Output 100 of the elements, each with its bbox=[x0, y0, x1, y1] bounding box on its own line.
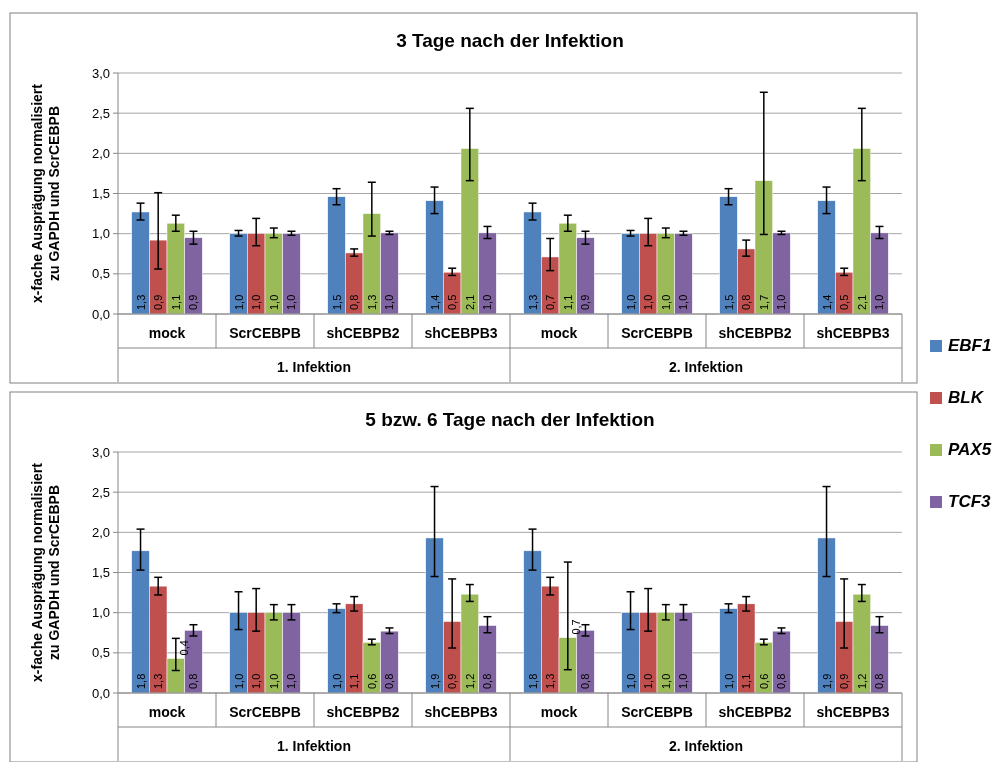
x-tick-label: mock bbox=[148, 704, 186, 720]
x-tick-label: shCEBPB2 bbox=[718, 704, 792, 720]
data-label: 1,7 bbox=[757, 294, 770, 310]
data-label: 0,5 bbox=[838, 294, 851, 310]
data-label: 1,5 bbox=[722, 294, 735, 310]
x-tick-label: shCEBPB3 bbox=[424, 704, 498, 720]
data-label: 1,0 bbox=[250, 673, 263, 689]
y-tick-label: 2,0 bbox=[91, 524, 110, 540]
data-label: 1,9 bbox=[820, 673, 833, 689]
data-label: 0,4 bbox=[177, 640, 190, 656]
text: 2. Infektion bbox=[669, 359, 743, 375]
data-label: 1,1 bbox=[740, 673, 753, 689]
data-label: 1,8 bbox=[526, 673, 539, 689]
y-tick-label: 1,0 bbox=[91, 226, 110, 242]
x-tick-label: shCEBPB3 bbox=[424, 325, 498, 341]
data-label: 1,9 bbox=[428, 673, 441, 689]
text: 1. Infektion bbox=[277, 359, 351, 375]
y-axis-title: x-fache Ausprägung normalisiert zu GAPDH und ScrCEBPB bbox=[29, 462, 62, 682]
data-label: 1,8 bbox=[134, 673, 147, 689]
data-label: 1,4 bbox=[428, 294, 441, 310]
data-label: 1,0 bbox=[873, 294, 886, 310]
data-label: 0,7 bbox=[569, 619, 582, 635]
data-label: 1,0 bbox=[624, 673, 637, 689]
data-label: 1,0 bbox=[624, 294, 637, 310]
data-label: 1,0 bbox=[642, 673, 655, 689]
data-label: 1,2 bbox=[855, 673, 868, 689]
data-label: 1,0 bbox=[232, 294, 245, 310]
data-label: 0,8 bbox=[348, 294, 361, 310]
legend-label: EBF1 bbox=[948, 336, 992, 355]
data-label: 0,8 bbox=[775, 673, 788, 689]
data-label: 0,8 bbox=[873, 673, 886, 689]
y-tick-label: 1,0 bbox=[91, 605, 110, 621]
text: 1. Infektion bbox=[277, 738, 351, 754]
data-label: 0,8 bbox=[740, 294, 753, 310]
data-label: 1,0 bbox=[285, 673, 298, 689]
data-label: 1,0 bbox=[232, 673, 245, 689]
data-label: 1,1 bbox=[169, 294, 182, 310]
data-label: 0,7 bbox=[544, 294, 557, 310]
y-tick-label: 2,0 bbox=[91, 145, 110, 161]
data-label: 0,8 bbox=[383, 673, 396, 689]
y-tick-label: 0,5 bbox=[91, 266, 110, 282]
data-label: 1,3 bbox=[526, 294, 539, 310]
data-label: 0,6 bbox=[757, 673, 770, 689]
text: 2. Infektion bbox=[669, 738, 743, 754]
y-tick-label: 1,5 bbox=[91, 565, 110, 581]
y-axis-title: x-fache Ausprägung normalisiert zu GAPDH und ScrCEBPB bbox=[29, 83, 62, 303]
data-label: 1,3 bbox=[365, 294, 378, 310]
data-label: 1,0 bbox=[775, 294, 788, 310]
data-label: 1,1 bbox=[561, 294, 574, 310]
data-label: 1,3 bbox=[134, 294, 147, 310]
data-label: 1,0 bbox=[267, 673, 280, 689]
y-tick-label: 0,0 bbox=[91, 306, 110, 322]
y-tick-label: 1,5 bbox=[91, 186, 110, 202]
x-tick-label: shCEBPB2 bbox=[718, 325, 792, 341]
y-tick-label: 0,0 bbox=[91, 685, 110, 701]
data-label: 0,6 bbox=[365, 673, 378, 689]
y-tick-label: 3,0 bbox=[91, 65, 110, 81]
data-label: 1,0 bbox=[330, 673, 343, 689]
x-tick-label: shCEBPB2 bbox=[326, 325, 400, 341]
data-label: 1,5 bbox=[330, 294, 343, 310]
data-label: 0,9 bbox=[152, 294, 165, 310]
data-label: 0,8 bbox=[579, 673, 592, 689]
data-label: 0,9 bbox=[579, 294, 592, 310]
legend-label: PAX5 bbox=[948, 440, 992, 459]
chart-title: 5 bzw. 6 Tage nach der Infektion bbox=[365, 409, 655, 430]
data-label: 0,9 bbox=[446, 673, 459, 689]
data-label: 1,0 bbox=[659, 294, 672, 310]
data-label: 1,0 bbox=[677, 673, 690, 689]
data-label: 1,4 bbox=[820, 294, 833, 310]
data-label: 0,5 bbox=[446, 294, 459, 310]
x-tick-label: mock bbox=[540, 325, 578, 341]
data-label: 0,8 bbox=[187, 673, 200, 689]
data-label: 0,9 bbox=[838, 673, 851, 689]
data-label: 1,1 bbox=[348, 673, 361, 689]
x-tick-label: shCEBPB3 bbox=[816, 704, 890, 720]
x-tick-label: shCEBPB2 bbox=[326, 704, 400, 720]
y-tick-label: 2,5 bbox=[91, 484, 110, 500]
y-tick-label: 3,0 bbox=[91, 444, 110, 460]
x-tick-label: mock bbox=[540, 704, 578, 720]
data-label: 1,0 bbox=[722, 673, 735, 689]
data-label: 1,0 bbox=[481, 294, 494, 310]
legend-label: BLK bbox=[948, 388, 985, 407]
data-label: 0,8 bbox=[481, 673, 494, 689]
data-label: 0,9 bbox=[187, 294, 200, 310]
data-label: 1,0 bbox=[383, 294, 396, 310]
data-label: 1,0 bbox=[285, 294, 298, 310]
data-label: 1,0 bbox=[642, 294, 655, 310]
legend-label: TCF3 bbox=[948, 492, 992, 511]
x-tick-label: ScrCEBPB bbox=[621, 704, 693, 720]
x-tick-label: ScrCEBPB bbox=[229, 704, 301, 720]
x-tick-label: ScrCEBPB bbox=[229, 325, 301, 341]
chart-title: 3 Tage nach der Infektion bbox=[396, 30, 624, 51]
data-label: 2,1 bbox=[463, 294, 476, 310]
data-label: 1,0 bbox=[250, 294, 263, 310]
x-tick-label: mock bbox=[148, 325, 186, 341]
x-tick-label: ScrCEBPB bbox=[621, 325, 693, 341]
data-label: 1,0 bbox=[659, 673, 672, 689]
data-label: 1,3 bbox=[152, 673, 165, 689]
data-label: 1,0 bbox=[267, 294, 280, 310]
data-label: 1,3 bbox=[544, 673, 557, 689]
